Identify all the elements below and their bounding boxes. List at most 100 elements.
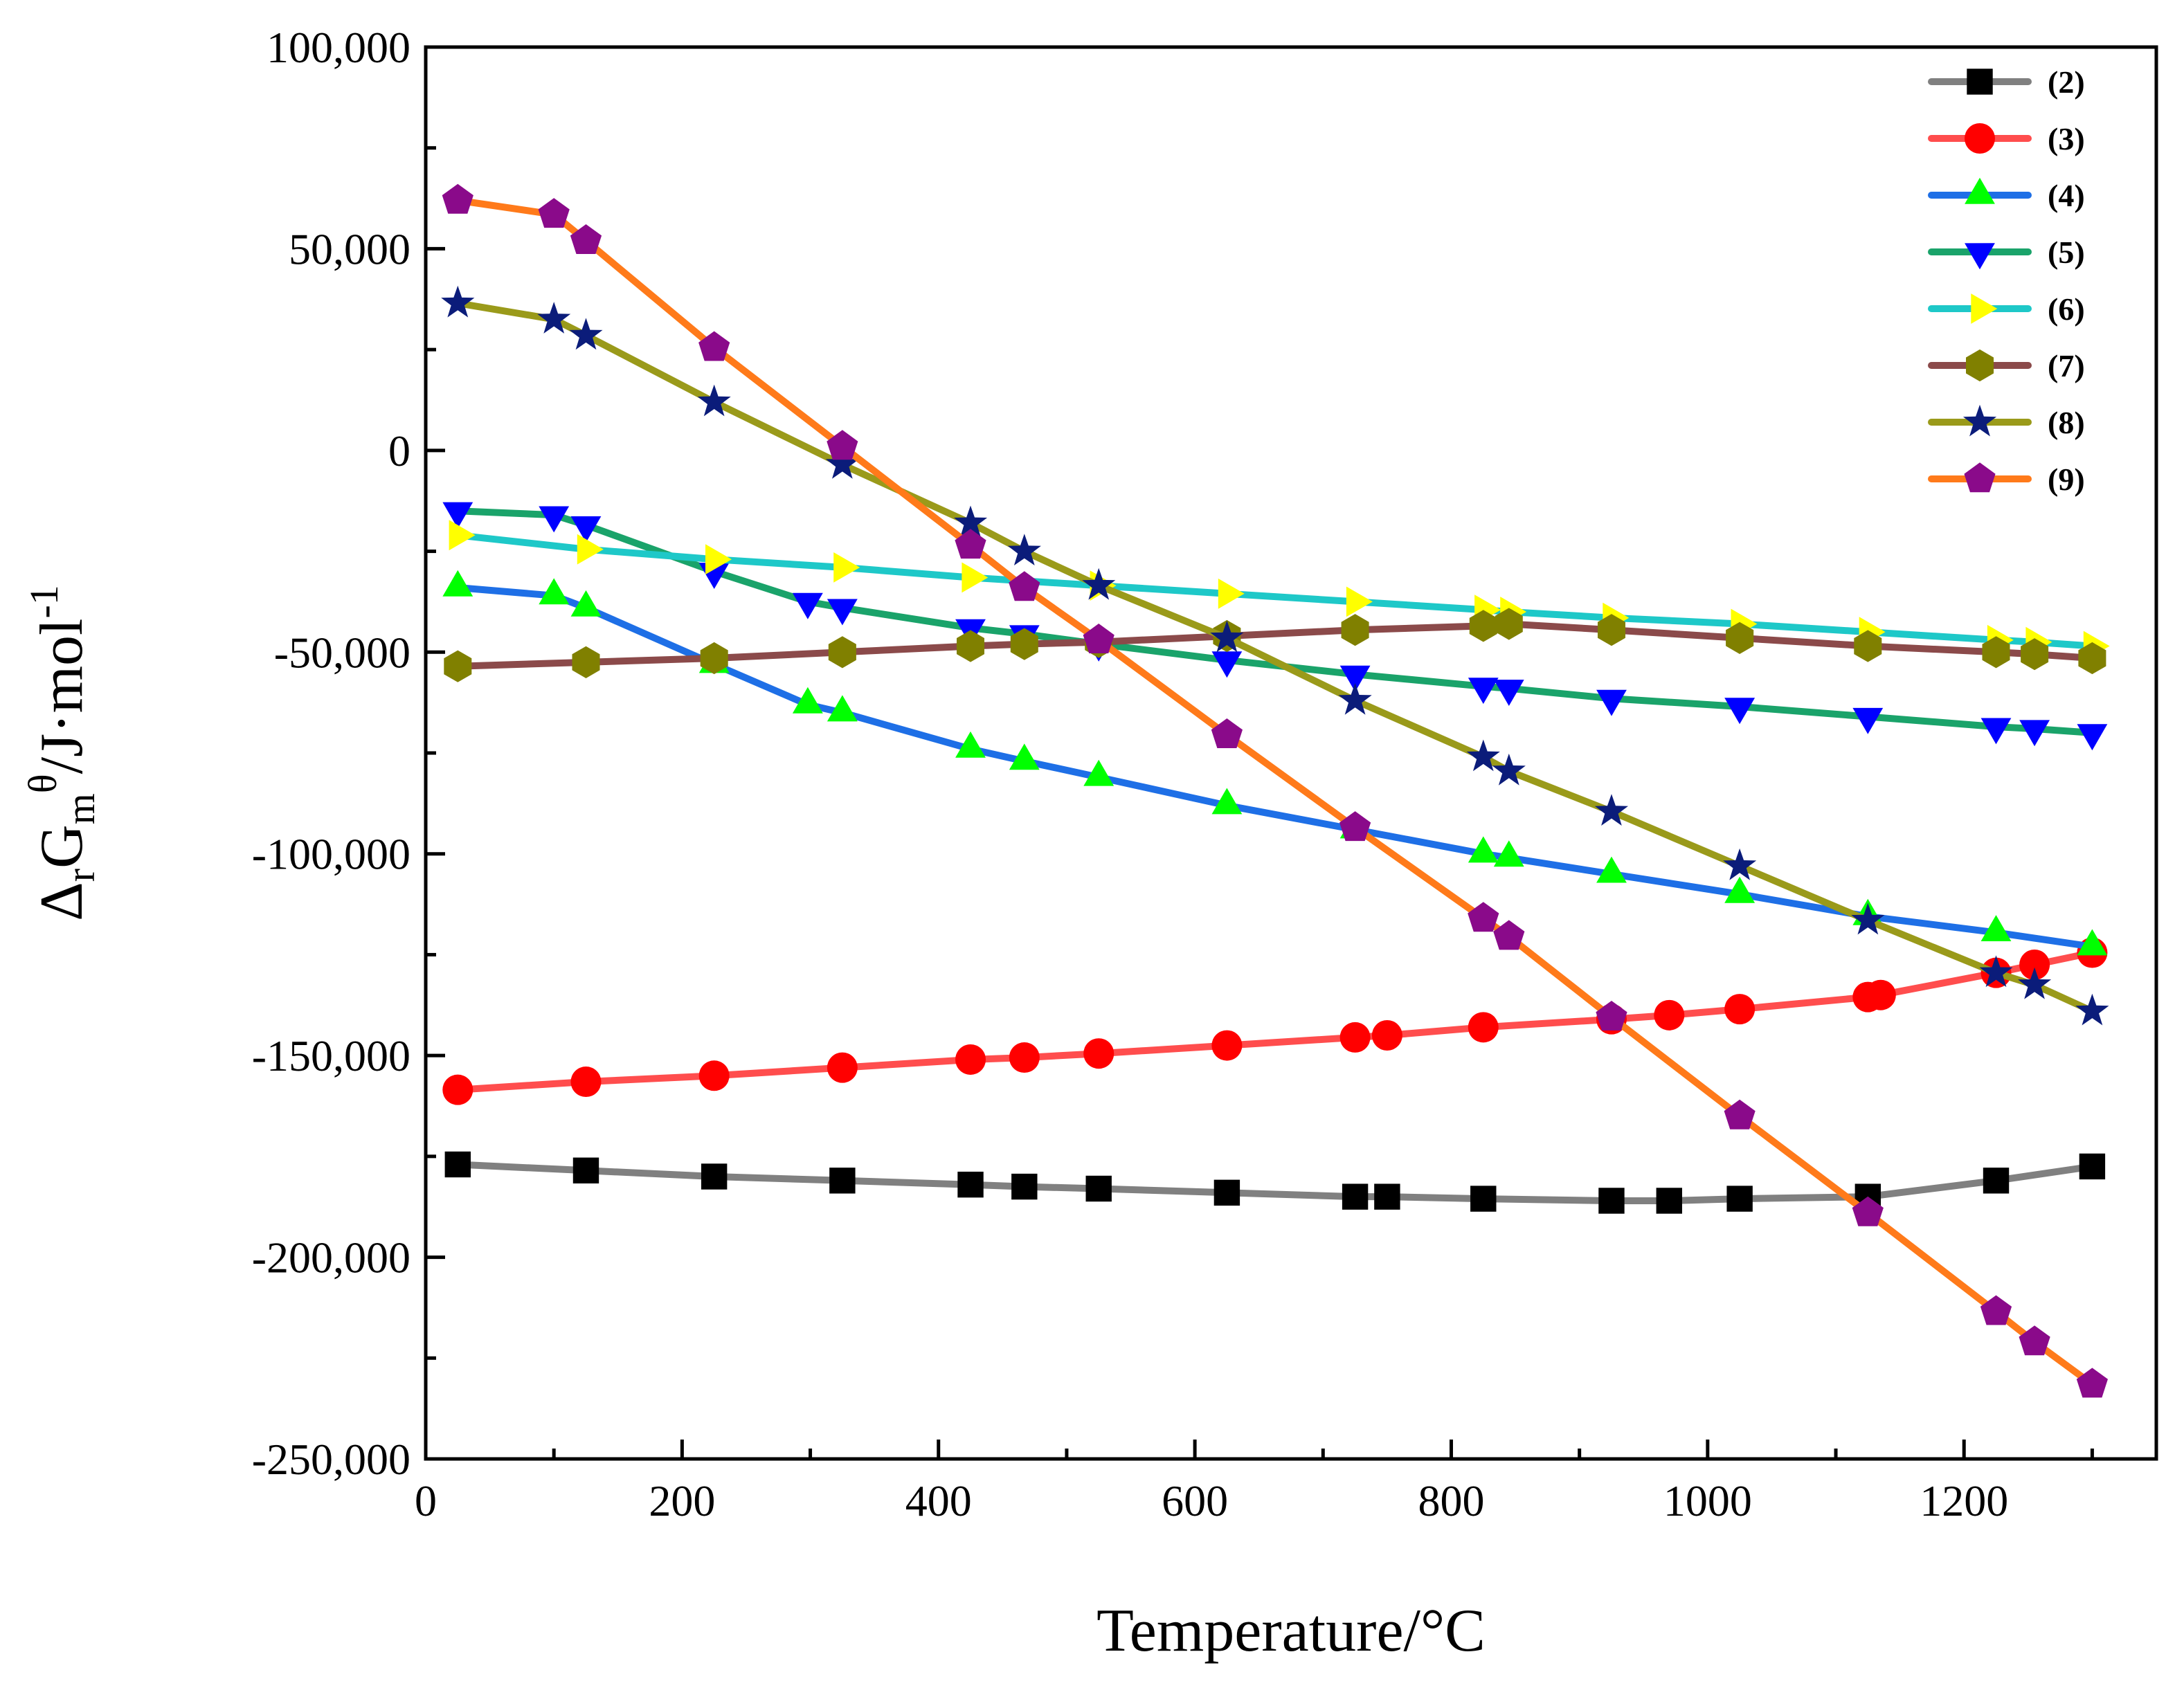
data-point xyxy=(1211,651,1243,678)
data-point xyxy=(1371,1020,1402,1051)
data-point xyxy=(442,1074,473,1105)
data-point xyxy=(572,1157,599,1183)
y-tick-label: 50,000 xyxy=(289,224,410,273)
data-point xyxy=(577,534,604,565)
series-2 xyxy=(444,1151,2106,1214)
x-tick-label: 800 xyxy=(1418,1476,1484,1525)
x-tick-label: 400 xyxy=(905,1476,972,1525)
data-point xyxy=(1009,1042,1040,1073)
legend-label: (8) xyxy=(2048,405,2085,440)
data-point xyxy=(827,1052,858,1083)
data-point xyxy=(442,183,473,214)
data-point xyxy=(1468,678,1499,705)
data-point xyxy=(1493,680,1524,706)
data-point xyxy=(570,1067,602,1098)
series-line xyxy=(454,197,2096,1388)
data-point xyxy=(698,1060,730,1091)
data-point xyxy=(1979,955,2013,988)
data-point xyxy=(1865,979,1896,1010)
data-point xyxy=(2019,1325,2050,1356)
data-point xyxy=(441,285,475,318)
data-point xyxy=(1468,902,1499,932)
data-point xyxy=(442,570,473,597)
data-point xyxy=(1492,753,1526,786)
series-line xyxy=(454,507,2096,736)
series-9 xyxy=(442,183,2108,1398)
legend-marker xyxy=(1962,404,1997,437)
legend-label: (6) xyxy=(2048,291,2085,327)
legend-marker xyxy=(1971,293,1998,324)
data-point xyxy=(1342,1183,1369,1210)
data-point xyxy=(449,520,476,551)
data-point xyxy=(1495,608,1523,640)
data-point xyxy=(827,430,858,460)
data-point xyxy=(957,630,984,662)
legend-label: (9) xyxy=(2048,462,2085,497)
y-axis-title: ΔrGmθ/J·mol-1 xyxy=(20,585,103,921)
legend-marker xyxy=(1965,243,1995,270)
data-point xyxy=(1338,682,1372,715)
y-axis-ticks: 100,000 50,000 0 -50,000 -100,000 -150,000 -20… xyxy=(252,23,445,1484)
data-point xyxy=(700,642,728,675)
data-point xyxy=(1726,621,1754,654)
data-point xyxy=(1466,739,1500,772)
data-point xyxy=(954,505,988,538)
series-layer xyxy=(441,183,2110,1398)
data-point xyxy=(2075,993,2109,1026)
series-line xyxy=(454,532,2096,650)
data-point xyxy=(538,198,570,228)
data-point xyxy=(1656,1188,1682,1214)
series-line xyxy=(454,584,2096,950)
data-point xyxy=(1469,610,1497,642)
data-point xyxy=(539,578,570,605)
data-point xyxy=(1596,1001,1627,1031)
data-point xyxy=(1339,1022,1371,1053)
data-point xyxy=(955,731,986,758)
series-3 xyxy=(442,937,2108,1105)
data-point xyxy=(792,687,823,714)
data-point xyxy=(698,331,730,361)
legend-marker xyxy=(1965,123,1995,154)
data-point xyxy=(2018,967,2052,999)
data-point xyxy=(570,590,602,617)
data-point xyxy=(825,447,859,479)
legend: (2) (3) (4) (5) (6) (7) (8) (9) xyxy=(1928,64,2085,497)
legend-item: (4) xyxy=(1928,177,2085,213)
x-tick-label: 1000 xyxy=(1663,1476,1752,1525)
data-point xyxy=(442,502,473,529)
data-point xyxy=(2077,724,2108,751)
data-point xyxy=(1010,628,1038,660)
data-point xyxy=(1211,788,1243,815)
series-7 xyxy=(444,608,2106,682)
x-tick-label: 600 xyxy=(1162,1476,1228,1525)
data-point xyxy=(1723,848,1757,880)
data-point xyxy=(1339,665,1371,692)
legend-item: (5) xyxy=(1928,235,2085,270)
data-point xyxy=(1980,1295,2012,1325)
data-point xyxy=(1468,1012,1499,1043)
y-tick-label: 100,000 xyxy=(267,23,410,72)
data-point xyxy=(1724,876,1756,903)
data-point xyxy=(1470,1186,1497,1212)
data-point xyxy=(1493,840,1524,867)
data-point xyxy=(1009,571,1040,601)
plot-frame xyxy=(424,45,2158,1461)
series-5 xyxy=(442,502,2108,751)
data-point xyxy=(1374,1183,1400,1210)
data-point xyxy=(833,552,860,583)
data-point xyxy=(1082,568,1116,600)
series-line xyxy=(454,300,2096,1015)
data-point xyxy=(2077,929,2108,956)
legend-label: (7) xyxy=(2048,348,2085,383)
data-point xyxy=(1211,1030,1243,1061)
data-point xyxy=(1211,718,1243,748)
data-point xyxy=(2019,950,2050,980)
data-point xyxy=(1724,698,1756,725)
data-point xyxy=(2021,638,2049,671)
data-point xyxy=(955,529,986,559)
data-point xyxy=(1083,624,1114,653)
data-point xyxy=(537,302,571,334)
data-point xyxy=(1851,902,1885,935)
data-point xyxy=(1083,1038,1114,1069)
